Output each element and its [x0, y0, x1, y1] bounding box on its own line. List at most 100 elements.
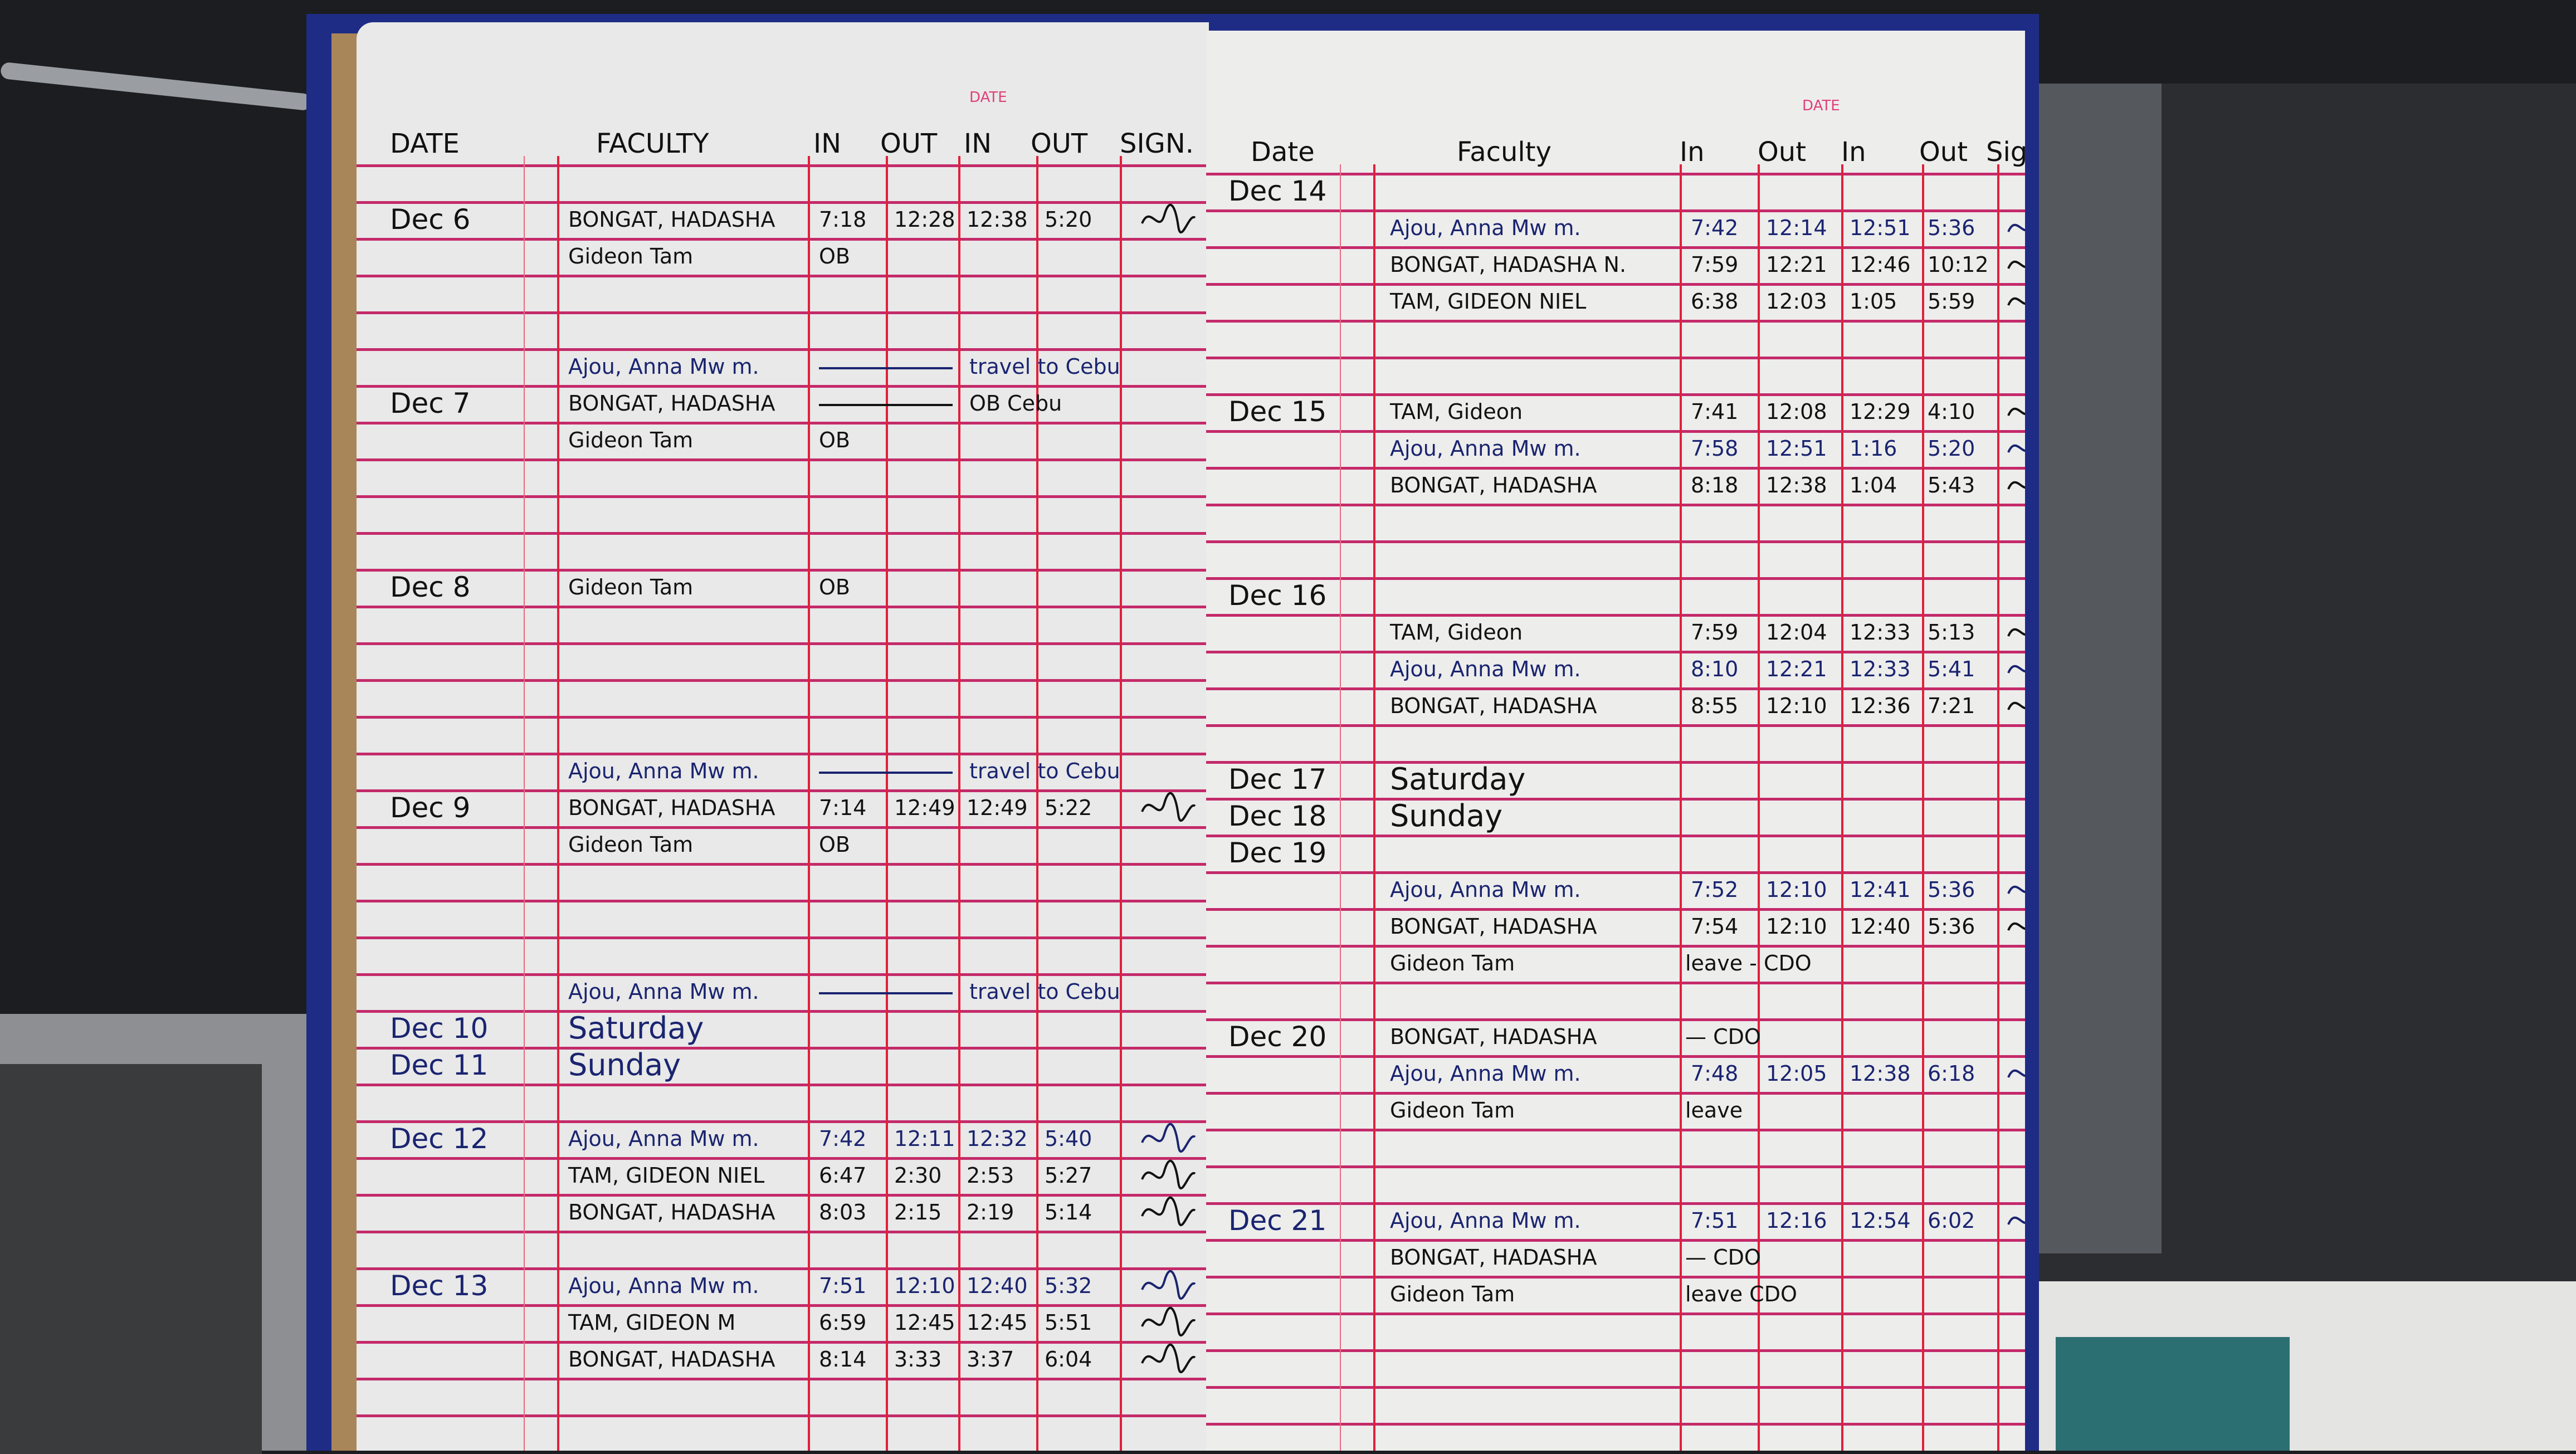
time-out2: 5:20 — [1928, 436, 1975, 461]
logbook-right-page: DATE Date Faculty In Out In Out Sig Dec … — [1206, 31, 2025, 1451]
signature — [1141, 1270, 1196, 1300]
header-faculty: Faculty — [1457, 136, 1552, 168]
signature — [2007, 223, 2025, 232]
time-out1: 12:10 — [1766, 694, 1827, 718]
signature — [1141, 1306, 1196, 1336]
time-out1: 12:10 — [1766, 877, 1827, 902]
time-out2: 6:04 — [1045, 1347, 1092, 1372]
time-in2: 12:51 — [1850, 216, 1911, 240]
remark-note: — CDO — [1685, 1018, 1761, 1055]
time-in2: 12:41 — [1850, 877, 1911, 902]
time-in2: 12:49 — [967, 796, 1028, 820]
remark-note: leave - CDO — [1685, 945, 1812, 982]
date-cell: Dec 12 — [390, 1123, 489, 1155]
signature — [2007, 407, 2025, 416]
faculty-name: Saturday — [1390, 762, 1526, 797]
remark-text: leave — [1685, 1098, 1743, 1123]
header-faculty: FACULTY — [596, 128, 709, 159]
signature — [2007, 1069, 2025, 1078]
date-cell: Dec 14 — [1228, 175, 1327, 207]
faculty-name: BONGAT, HADASHA — [1390, 1024, 1597, 1049]
date-cell: Dec 10 — [390, 1012, 489, 1045]
header-date: DATE — [390, 128, 460, 159]
time-in2: 12:32 — [967, 1126, 1028, 1151]
date-cell: Dec 6 — [390, 203, 471, 236]
signature — [1141, 203, 1196, 233]
dash-line — [819, 771, 953, 774]
laptop-panel — [2028, 84, 2162, 1253]
date-cell: Dec 7 — [390, 387, 471, 419]
time-out1: 12:05 — [1766, 1061, 1827, 1086]
time-out2: 5:36 — [1928, 877, 1975, 902]
time-in1: 7:51 — [1691, 1208, 1739, 1233]
time-in1: 7:51 — [819, 1274, 867, 1298]
date-cell: Dec 15 — [1228, 396, 1327, 428]
time-in2: 12:29 — [1850, 399, 1911, 424]
faculty-name: Gideon Tam — [568, 575, 694, 599]
time-in1: OB — [819, 428, 850, 452]
faculty-name: Gideon Tam — [568, 832, 694, 857]
time-in1: 8:18 — [1691, 473, 1739, 497]
time-out1: 12:45 — [894, 1310, 955, 1335]
time-in2: 1:05 — [1850, 289, 1897, 314]
time-in2: 12:45 — [967, 1310, 1028, 1335]
printed-date-label: DATE — [969, 89, 1007, 106]
time-in1: 6:59 — [819, 1310, 867, 1335]
faculty-name: Ajou, Anna Mw m. — [1390, 1061, 1581, 1086]
time-in2: 12:33 — [1850, 657, 1911, 681]
header-in-am: In — [1680, 136, 1705, 168]
column-rule — [1680, 164, 1682, 1451]
time-out2: 5:36 — [1928, 216, 1975, 240]
faculty-name: BONGAT, HADASHA — [568, 391, 775, 416]
time-out1: 12:21 — [1766, 252, 1827, 277]
time-in1: 8:14 — [819, 1347, 867, 1372]
signature — [1141, 1159, 1196, 1189]
faculty-name: TAM, GIDEON NIEL — [1390, 289, 1587, 314]
faculty-name: Ajou, Anna Mw m. — [1390, 216, 1581, 240]
header-in-pm: IN — [964, 128, 992, 159]
faculty-name: Sunday — [568, 1047, 681, 1082]
signature — [1141, 1343, 1196, 1373]
column-rule — [1340, 164, 1341, 1451]
column-rule — [557, 156, 559, 1451]
laptop-left — [0, 1014, 312, 1454]
time-in1: 7:58 — [1691, 436, 1739, 461]
time-in1: 7:18 — [819, 207, 867, 232]
header-sign: Sig — [1986, 136, 2025, 168]
remark-text: — CDO — [1685, 1024, 1761, 1049]
faculty-name: BONGAT, HADASHA — [568, 1200, 775, 1224]
date-cell: Dec 20 — [1228, 1021, 1327, 1053]
time-out1: 12:49 — [894, 796, 955, 820]
time-out2: 5:22 — [1045, 796, 1092, 820]
faculty-name: TAM, GIDEON NIEL — [568, 1163, 765, 1188]
remark-note: leave — [1685, 1092, 1743, 1129]
time-out2: 5:41 — [1928, 657, 1975, 681]
time-out1: 12:28 — [894, 207, 955, 232]
time-in1: 7:59 — [1691, 252, 1739, 277]
time-in1: 8:03 — [819, 1200, 867, 1224]
date-cell: Dec 19 — [1228, 837, 1327, 869]
column-rule — [958, 156, 960, 1451]
remark-note: — CDO — [1685, 1239, 1761, 1276]
faculty-name: Ajou, Anna Mw m. — [568, 1126, 759, 1151]
time-in1: 6:38 — [1691, 289, 1739, 314]
time-in1: 7:14 — [819, 796, 867, 820]
time-out2: 5:32 — [1045, 1274, 1092, 1298]
faculty-name: BONGAT, HADASHA — [568, 1347, 775, 1372]
header-out-pm: Out — [1919, 136, 1968, 168]
time-in2: 12:40 — [1850, 914, 1911, 939]
remark-note: OB Cebu — [819, 385, 1062, 422]
remark-text: — CDO — [1685, 1245, 1761, 1270]
time-in1: 7:41 — [1691, 399, 1739, 424]
dash-line — [819, 992, 953, 994]
time-out2: 5:36 — [1928, 914, 1975, 939]
time-out2: 5:51 — [1045, 1310, 1092, 1335]
column-rule — [1922, 164, 1924, 1451]
time-out2: 5:13 — [1928, 620, 1975, 645]
time-out1: 12:04 — [1766, 620, 1827, 645]
header-out-am: Out — [1758, 136, 1807, 168]
header-out-pm: OUT — [1031, 128, 1088, 159]
faculty-name: BONGAT, HADASHA — [568, 207, 775, 232]
date-cell: Dec 9 — [390, 792, 471, 824]
laptop-right — [2028, 84, 2576, 1309]
